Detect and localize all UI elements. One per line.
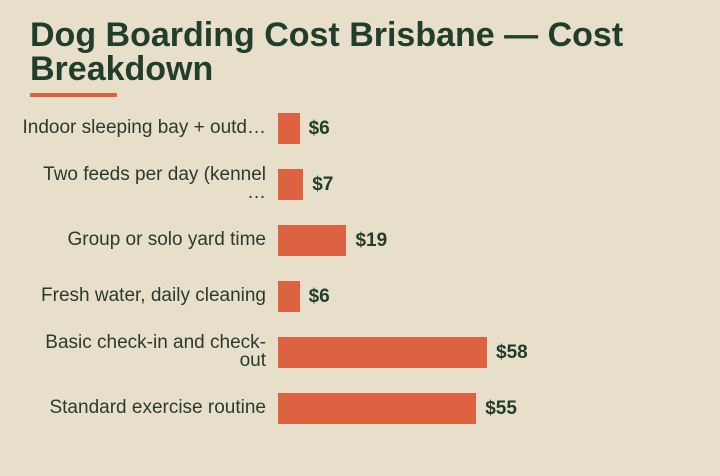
category-text: Basic check-in and check-out: [45, 332, 266, 371]
category-label: Fresh water, daily cleaning: [20, 268, 266, 324]
category-label: Standard exercise routine: [20, 380, 266, 436]
value-label: $55: [485, 397, 517, 419]
category-label: Basic check-in and check-out: [20, 324, 266, 380]
bar: [278, 392, 477, 424]
value-label: $6: [308, 117, 330, 139]
category-text: Two feeds per day (kennel …: [43, 164, 266, 203]
value-label: $7: [312, 173, 334, 195]
category-label: Two feeds per day (kennel …: [20, 156, 266, 212]
category-text: Standard exercise routine: [49, 397, 266, 418]
bar: [278, 336, 487, 368]
bar: [278, 280, 300, 312]
title-underline: [30, 93, 117, 97]
bar: [278, 112, 300, 144]
category-text: Group or solo yard time: [67, 229, 266, 250]
category-text: Fresh water, daily cleaning: [41, 285, 266, 306]
value-label: $19: [355, 229, 388, 251]
bar: [278, 224, 347, 256]
value-label: $6: [308, 285, 330, 307]
category-text: Indoor sleeping bay + outd…: [22, 117, 266, 138]
chart-title: Dog Boarding Cost Brisbane — Cost Breakd…: [30, 16, 624, 88]
category-label: Group or solo yard time: [20, 212, 266, 268]
bar: [278, 168, 304, 200]
value-label: $58: [496, 341, 528, 363]
category-label: Indoor sleeping bay + outd…: [20, 100, 266, 156]
